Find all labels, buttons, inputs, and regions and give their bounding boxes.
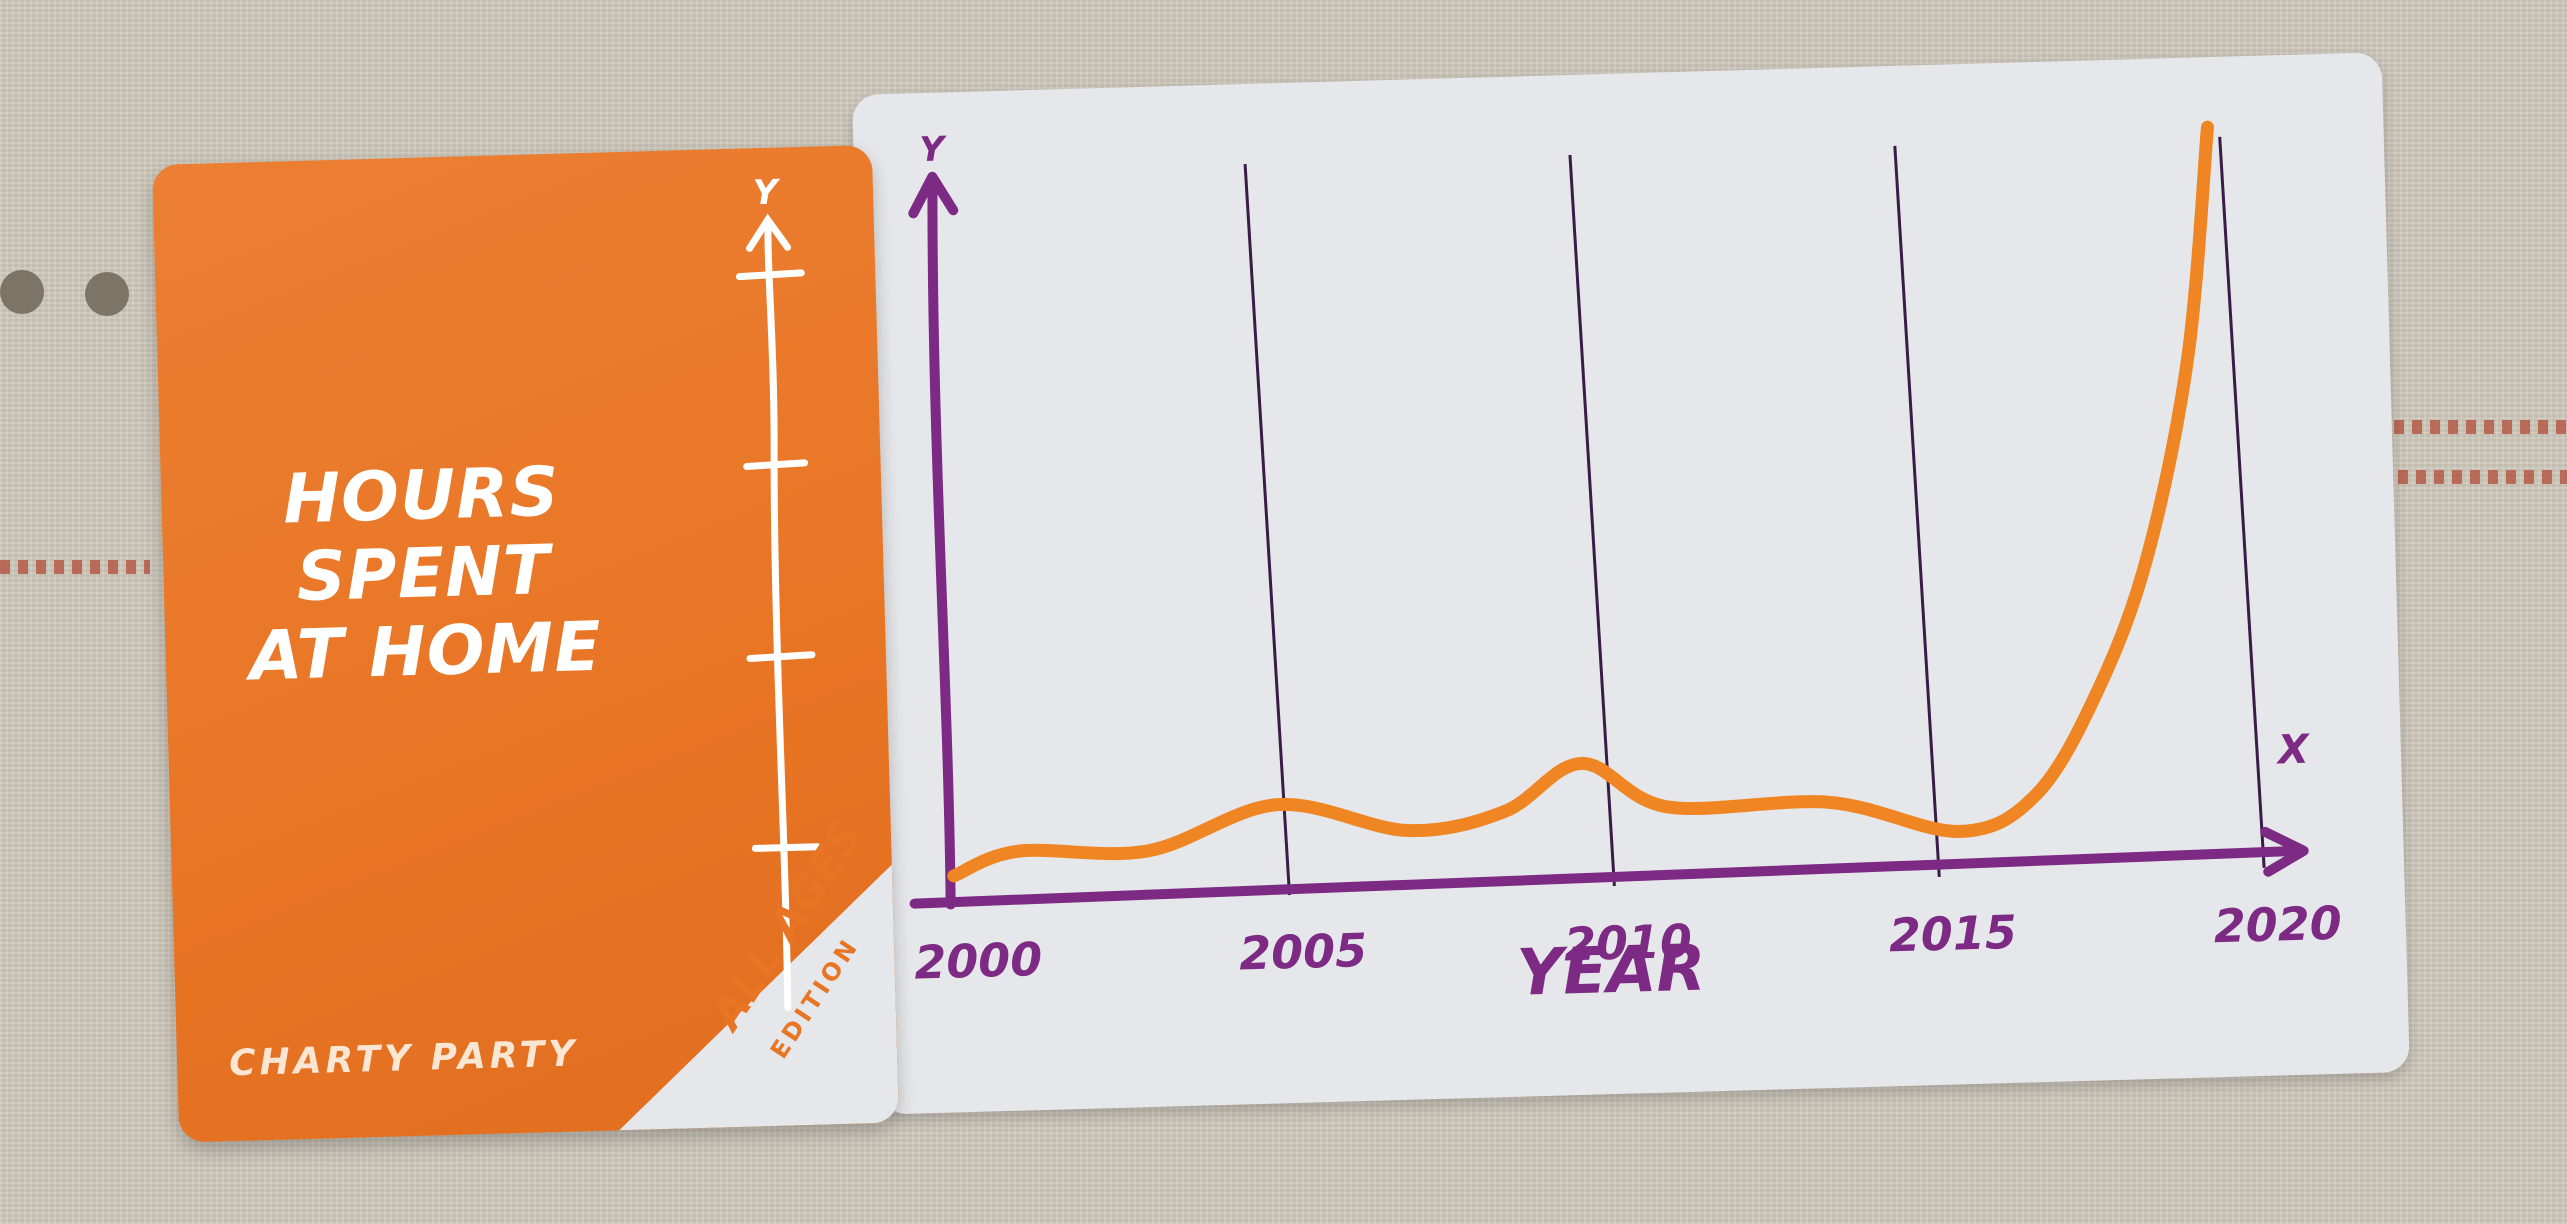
- chart-card: 2000 2005 2010 2015 2020 X Y YEAR: [852, 52, 2410, 1115]
- x-axis-label: YEAR: [1516, 932, 1707, 1011]
- y-axis-arrow: [908, 171, 959, 219]
- card-title-line: AT HOME: [248, 608, 603, 697]
- card-title: HOURS SPENT AT HOME: [200, 451, 646, 698]
- card-art: Y: [619, 172, 900, 1131]
- chart: 2000 2005 2010 2015 2020 X Y YEAR: [908, 120, 2342, 1011]
- tick-label-2010: 2010: [1563, 914, 1692, 972]
- y-axis: [927, 177, 956, 910]
- tick-labels: 2000 2005 2010 2015 2020: [913, 896, 2342, 990]
- gridlines: [1243, 136, 2266, 896]
- cloth-stitch: [0, 560, 150, 574]
- card-title-line: HOURS SPENT: [282, 452, 561, 618]
- y-axis-sketch: [735, 213, 821, 1012]
- tick-label-2020: 2020: [2213, 896, 2342, 954]
- gridline-2010: [1568, 154, 1616, 887]
- cloth-stitch: [2380, 470, 2567, 484]
- tick-label-2005: 2005: [1238, 923, 1367, 981]
- corner-banner: [619, 864, 900, 1131]
- series: [947, 120, 2214, 883]
- axes: [908, 171, 2309, 910]
- cloth-stitch: [2340, 420, 2567, 434]
- category-card: Y HOURS SPENT AT HOME CHARTY PARTY ALL A…: [152, 144, 900, 1143]
- tick-label-2000: 2000: [913, 932, 1042, 990]
- gridline-2020: [2218, 136, 2266, 868]
- gridline-2015: [1893, 145, 1941, 878]
- series-line-0: [947, 120, 2214, 883]
- x-axis-arrow: [2260, 826, 2309, 877]
- x-axis-letter: X: [2274, 727, 2311, 774]
- tick-label-2015: 2015: [1888, 905, 2017, 963]
- gridline-2005: [1243, 163, 1292, 896]
- card-axis-letter: Y: [752, 172, 781, 213]
- x-axis: [909, 846, 2299, 909]
- cloth-dot: [0, 270, 44, 314]
- cloth-dot: [85, 272, 129, 316]
- y-axis-letter: Y: [919, 129, 948, 170]
